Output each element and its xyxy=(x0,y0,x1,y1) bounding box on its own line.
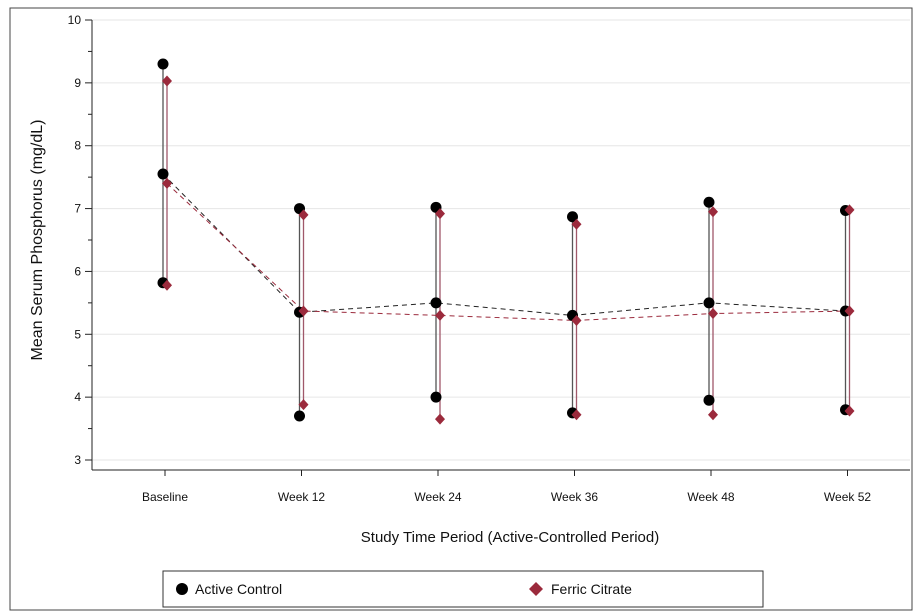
point-active-control-upper xyxy=(567,211,578,223)
y-tick-label-3: 3 xyxy=(74,453,81,467)
x-tick-label-4: Week 48 xyxy=(687,490,734,504)
legend-label-ferric-citrate: Ferric Citrate xyxy=(551,581,632,597)
legend: Active Control Ferric Citrate xyxy=(162,570,764,608)
y-axis-title: Mean Serum Phosphorus (mg/dL) xyxy=(29,120,46,361)
point-ferric-citrate-mean xyxy=(708,308,718,320)
axes xyxy=(85,19,910,476)
point-active-control-mean xyxy=(157,168,169,180)
x-tick-label-5: Week 52 xyxy=(824,490,871,504)
point-active-control-lower xyxy=(430,391,442,403)
tick-labels: 3 4 5 6 7 8 9 10 Baseline Week 12 Week 24 Week 36 We… xyxy=(68,13,872,504)
point-active-control-upper xyxy=(157,58,169,70)
y-tick-label-7: 7 xyxy=(74,202,81,216)
point-ferric-citrate-mean xyxy=(435,309,445,321)
point-ferric-citrate-lower xyxy=(844,405,855,417)
y-tick-label-8: 8 xyxy=(74,139,81,153)
x-tick-label-2: Week 24 xyxy=(414,490,461,504)
point-ferric-citrate-upper xyxy=(298,209,309,221)
legend-label-active-control: Active Control xyxy=(195,581,282,597)
point-ferric-citrate-upper xyxy=(708,206,718,218)
mean-line-ferric-citrate xyxy=(166,183,850,321)
point-ferric-citrate-lower xyxy=(708,409,718,421)
point-ferric-citrate-upper xyxy=(844,204,855,216)
legend-box xyxy=(162,570,764,608)
point-active-control-lower xyxy=(294,410,305,422)
point-ferric-citrate-upper xyxy=(435,208,445,220)
point-ferric-citrate-mean xyxy=(571,314,582,326)
x-tick-label-0: Baseline xyxy=(142,490,188,504)
x-axis-title: Study Time Period (Active-Controlled Per… xyxy=(361,529,659,546)
x-tick-label-1: Week 12 xyxy=(278,490,325,504)
point-active-control-mean xyxy=(430,297,442,309)
mean-line-active-control xyxy=(162,173,846,316)
legend-marker-ferric-citrate xyxy=(529,582,543,596)
y-tick-label-9: 9 xyxy=(74,76,81,90)
point-ferric-citrate-mean xyxy=(844,305,855,317)
mean-lines xyxy=(162,173,850,321)
point-ferric-citrate-lower xyxy=(571,409,582,421)
point-ferric-citrate-lower xyxy=(298,399,309,411)
y-tick-label-6: 6 xyxy=(74,264,81,278)
y-tick-label-10: 10 xyxy=(68,13,82,27)
point-ferric-citrate-upper xyxy=(571,218,582,230)
point-ferric-citrate-mean xyxy=(298,305,309,317)
legend-marker-active-control xyxy=(176,583,188,595)
x-tick-label-3: Week 36 xyxy=(551,490,598,504)
point-active-control-mean xyxy=(703,297,715,309)
point-active-control-upper xyxy=(703,196,715,208)
data-markers xyxy=(157,58,855,425)
point-ferric-citrate-upper xyxy=(162,75,172,87)
point-ferric-citrate-lower xyxy=(435,413,445,425)
grid xyxy=(92,19,910,461)
point-ferric-citrate-mean xyxy=(162,177,172,189)
y-tick-label-4: 4 xyxy=(74,390,81,404)
y-tick-label-5: 5 xyxy=(74,327,81,341)
point-ferric-citrate-lower xyxy=(162,279,172,291)
point-active-control-lower xyxy=(703,394,715,406)
figure-frame xyxy=(9,7,913,611)
